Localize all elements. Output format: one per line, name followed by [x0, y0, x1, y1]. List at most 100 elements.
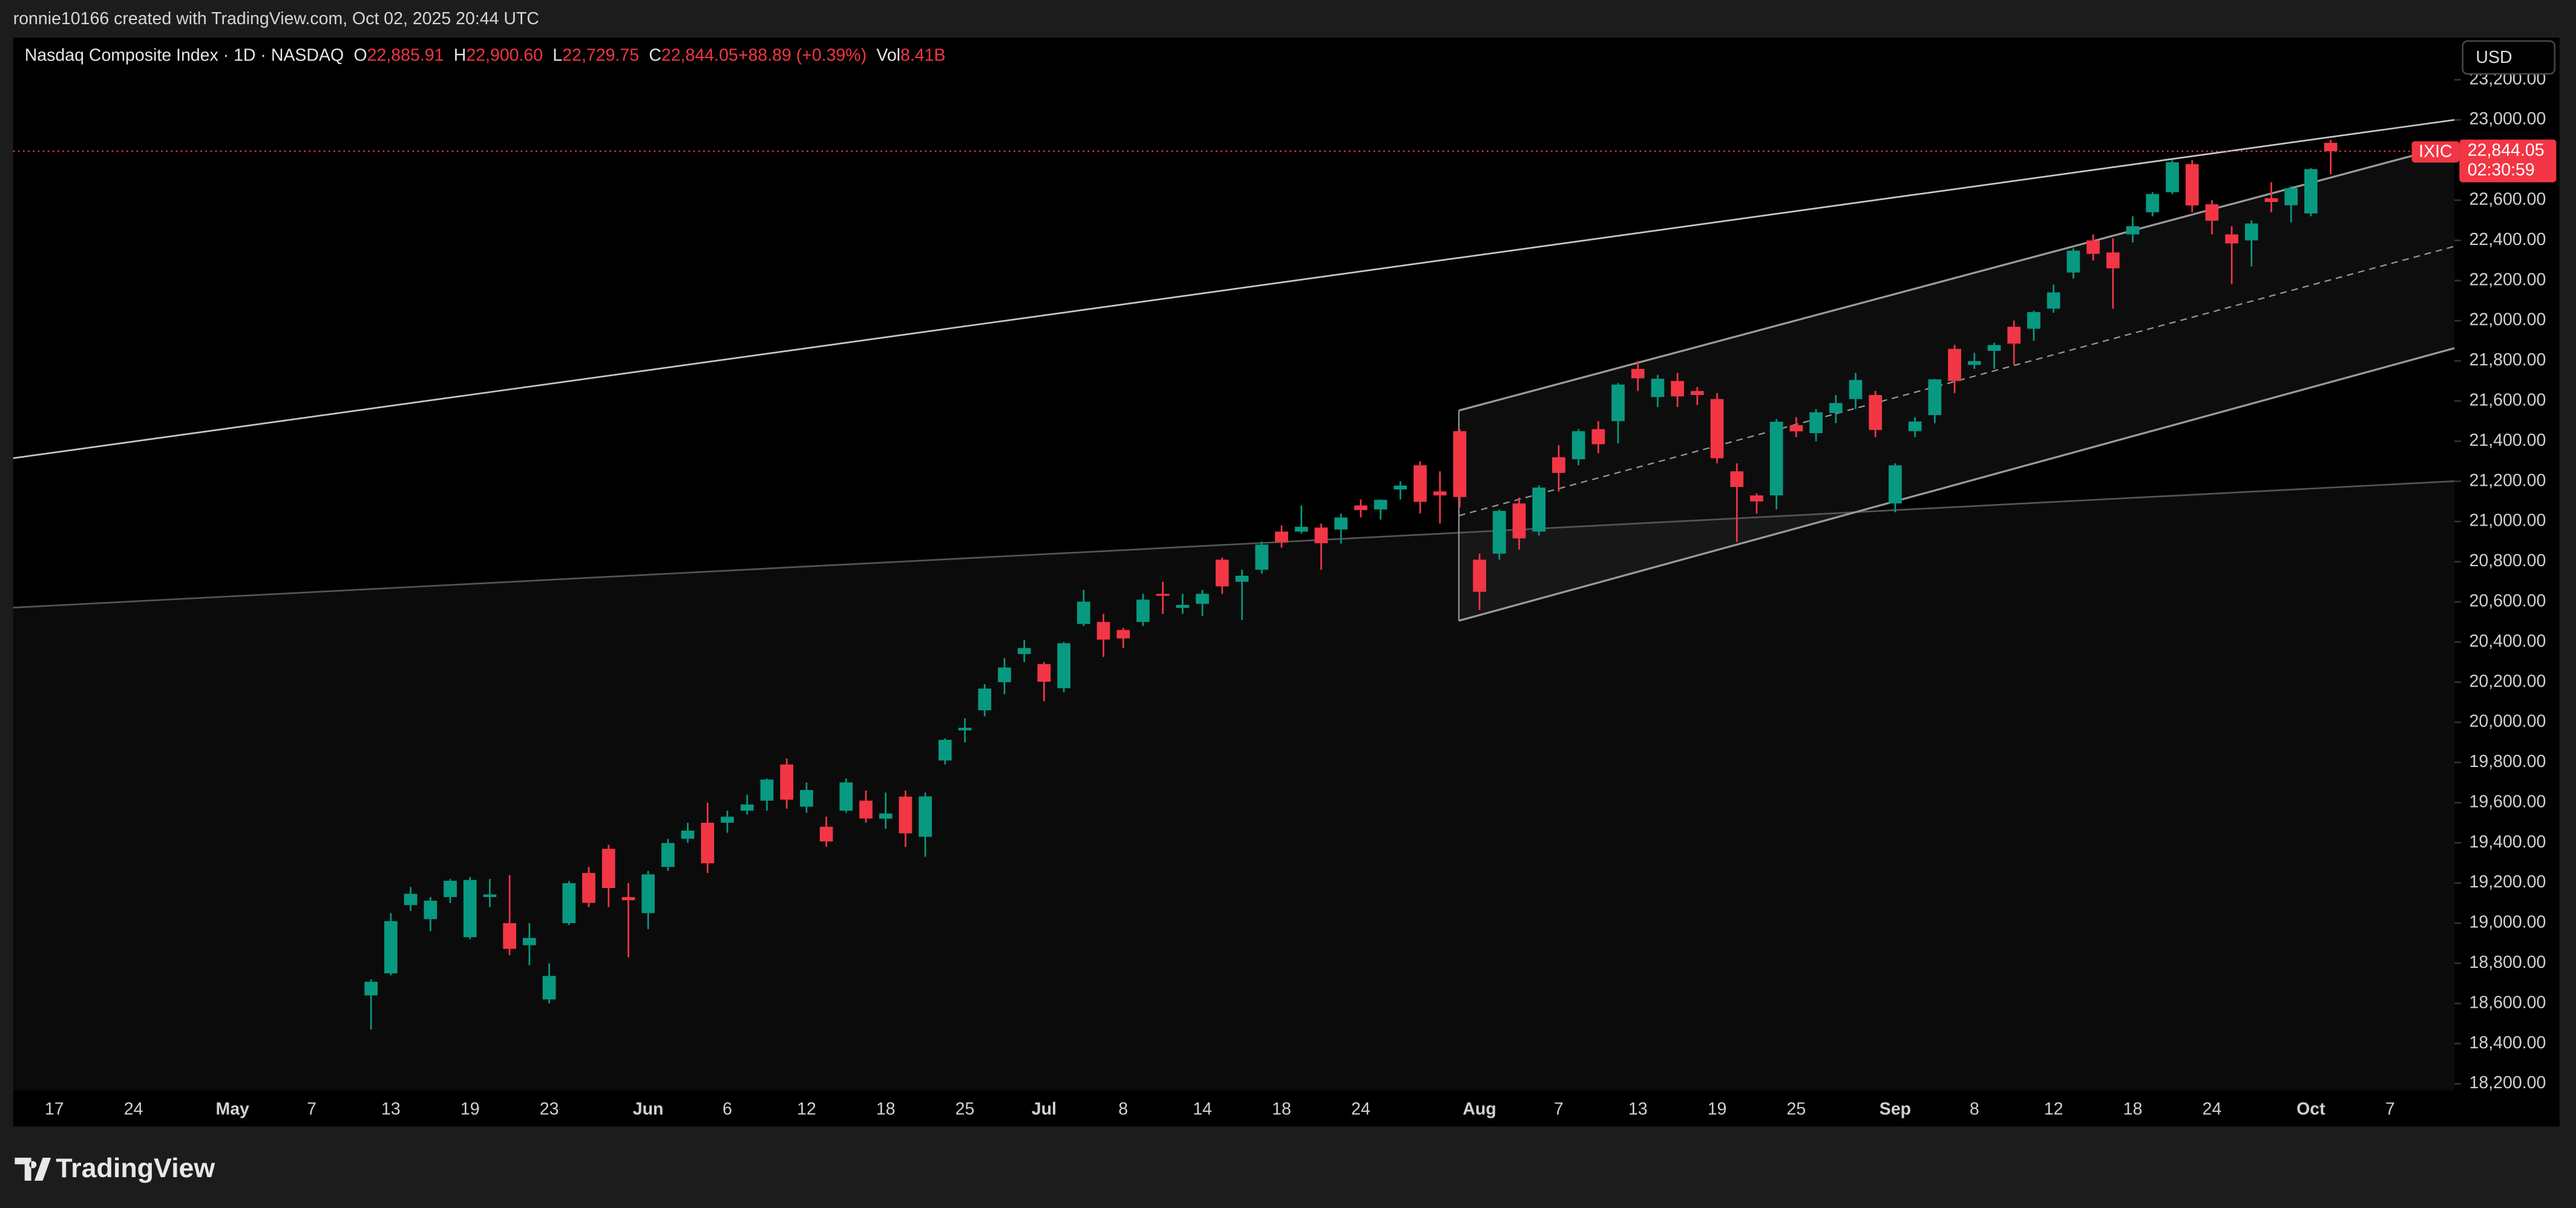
candle-body	[1631, 368, 1645, 379]
candle-body	[1354, 505, 1368, 511]
candle-body	[799, 789, 813, 807]
legend-c: C	[649, 45, 661, 65]
x-tick-label: 24	[124, 1100, 143, 1119]
x-tick-label: 8	[1118, 1100, 1128, 1119]
legend-vol: Vol	[876, 45, 900, 65]
candle-body	[1730, 471, 1744, 488]
y-tick-label: 18,800.00	[2469, 953, 2546, 972]
x-tick-label: 6	[723, 1100, 732, 1119]
candle-body	[1235, 575, 1249, 582]
candle-body	[2264, 198, 2278, 202]
candle-body	[601, 849, 615, 888]
candle-body	[998, 667, 1011, 682]
y-tick-label: 21,200.00	[2469, 471, 2546, 490]
candle-body	[1453, 431, 1467, 497]
candle-body	[364, 982, 378, 996]
logo: TradingView	[15, 1153, 215, 1183]
x-tick-label: 13	[1628, 1100, 1648, 1119]
x-tick-label: Oct	[2296, 1100, 2325, 1119]
candle-body	[582, 873, 595, 903]
x-tick-label: 12	[797, 1100, 816, 1119]
x-tick-label: 8	[1970, 1100, 1979, 1119]
y-tick-label: 22,200.00	[2469, 270, 2546, 289]
candle-body	[1651, 379, 1665, 397]
candle-body	[2244, 223, 2258, 241]
logo-icon	[15, 1157, 51, 1181]
candle-body	[1414, 465, 1427, 502]
legend-l: L	[552, 45, 562, 65]
y-tick-label: 20,400.00	[2469, 632, 2546, 651]
legend-symbol: Nasdaq Composite Index · 1D · NASDAQ	[25, 45, 344, 65]
header-text: ronnie10166 created with TradingView.com…	[13, 9, 539, 28]
symbol-tag	[2411, 141, 2460, 163]
candle-body	[483, 894, 497, 897]
x-tick-label: 18	[876, 1100, 896, 1119]
candle-body	[740, 804, 754, 811]
candle-body	[1017, 648, 1031, 655]
y-tick-label: 21,800.00	[2469, 350, 2546, 370]
candle-body	[1552, 457, 1565, 473]
x-tick-label: 13	[381, 1100, 401, 1119]
candle-body	[1967, 361, 1981, 365]
legend-low: 22,729.75	[562, 45, 639, 65]
legend: Nasdaq Composite Index · 1D · NASDAQ O 22,…	[25, 45, 946, 65]
x-tick-label: Jul	[1032, 1100, 1057, 1119]
candle-body	[1532, 488, 1546, 532]
candle-body	[1156, 593, 1170, 596]
candle-body	[1077, 601, 1090, 624]
legend-close: 22,844.05	[661, 45, 738, 65]
candle-body	[1492, 511, 1506, 554]
candle-body	[1473, 560, 1486, 592]
candle-body	[2066, 250, 2080, 273]
y-tick-label: 21,600.00	[2469, 391, 2546, 410]
y-tick-label: 19,600.00	[2469, 792, 2546, 811]
candle-body	[1275, 531, 1288, 543]
candle-body	[1710, 399, 1724, 459]
candle-body	[404, 893, 418, 906]
x-tick-label: 18	[1272, 1100, 1291, 1119]
candle-body	[1037, 664, 1051, 682]
candle-body	[1571, 431, 1585, 460]
currency-button[interactable]	[2462, 40, 2556, 75]
candle-body	[1789, 425, 1803, 432]
candle-body	[2126, 226, 2140, 235]
x-tick-label: 23	[540, 1100, 559, 1119]
candle-body	[523, 938, 536, 945]
y-tick-label: 20,600.00	[2469, 591, 2546, 610]
y-tick-label: 18,200.00	[2469, 1073, 2546, 1092]
candle-body	[1314, 527, 1328, 544]
candle-body	[701, 823, 715, 864]
y-tick-label: 22,600.00	[2469, 190, 2546, 209]
y-tick-label: 20,000.00	[2469, 712, 2546, 731]
candle-body	[424, 900, 438, 919]
candle-body	[641, 874, 655, 913]
y-tick-label: 19,800.00	[2469, 752, 2546, 771]
plot	[13, 140, 2455, 1030]
candle-body	[1869, 395, 1883, 430]
candle-body	[444, 881, 457, 897]
chart-pane	[13, 38, 2560, 1127]
candle-body	[2225, 234, 2238, 244]
x-tick-label: Sep	[1880, 1100, 1911, 1119]
y-tick-label: 21,000.00	[2469, 511, 2546, 531]
x-tick-label: 12	[2044, 1100, 2063, 1119]
y-tick-label: 21,400.00	[2469, 431, 2546, 450]
candle-body	[1690, 391, 1704, 396]
x-tick-label: 24	[1351, 1100, 1371, 1119]
legend-o: O	[353, 45, 367, 65]
candle-body	[621, 896, 635, 901]
support-area	[13, 481, 2455, 1091]
candle-body	[1928, 379, 1942, 416]
candle-body	[1829, 403, 1843, 413]
y-tick-label: 20,800.00	[2469, 551, 2546, 570]
candle-body	[1294, 526, 1308, 532]
x-tick-label: Aug	[1463, 1100, 1496, 1119]
legend-volume: 8.41B	[900, 45, 945, 65]
candle-body	[978, 688, 992, 711]
candle-body	[819, 826, 833, 841]
candle-body	[938, 740, 952, 761]
candle-body	[2205, 204, 2219, 221]
price-text: 22,844.05	[2468, 140, 2545, 160]
